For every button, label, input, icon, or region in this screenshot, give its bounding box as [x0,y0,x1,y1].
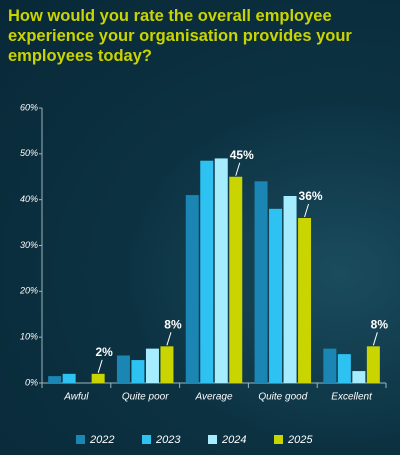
x-tick-label: Quite poor [122,392,169,403]
bar [185,195,199,383]
chart-title: How would you rate the overall employee … [8,7,352,65]
legend-swatch [76,435,85,444]
y-tick-label: 60% [20,102,38,112]
value-label: 36% [299,189,323,203]
label-leader [235,162,241,176]
label-leader [166,332,172,346]
bar [298,218,312,383]
bar [269,208,283,383]
value-label: 8% [371,318,389,332]
value-label: 8% [164,318,182,332]
x-tick-label: Quite good [258,392,307,403]
bar [254,181,268,383]
bar [200,160,214,383]
x-tick-label: Excellent [331,392,373,403]
bar [160,346,174,383]
y-tick-label: 30% [20,240,38,250]
legend-swatch [274,435,283,444]
bar [366,346,380,383]
value-label: 45% [230,148,254,162]
value-label: 2% [95,345,113,359]
x-tick-label: Average [194,392,233,403]
bar [62,373,76,383]
legend-label: 2022 [89,434,114,446]
y-tick-label: 10% [20,332,38,342]
bar [283,196,297,383]
bar [229,176,243,383]
bar [131,360,145,383]
bar [352,371,366,383]
legend-swatch [142,435,151,444]
legend-label: 2025 [287,434,313,446]
bar [145,348,159,383]
bar [337,354,351,383]
label-leader [372,332,378,346]
bar [116,355,130,383]
bar [214,158,228,383]
y-tick-label: 50% [20,148,38,158]
legend-swatch [208,435,217,444]
legend-label: 2023 [155,434,181,446]
bar [48,376,62,383]
bar [323,348,337,383]
label-leader [97,359,103,373]
label-leader [304,203,310,218]
y-tick-label: 40% [20,194,38,204]
y-tick-label: 20% [19,286,38,296]
y-tick-label: 0% [25,377,38,387]
x-tick-label: Awful [63,392,89,403]
bar [91,373,105,383]
legend-label: 2024 [221,434,246,446]
